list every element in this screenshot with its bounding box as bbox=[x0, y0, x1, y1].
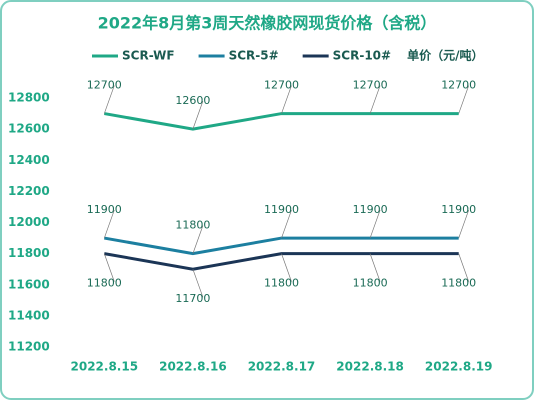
y-tick-label: 11400 bbox=[8, 308, 50, 322]
y-tick-label: 11200 bbox=[8, 340, 50, 354]
y-tick-label: 12600 bbox=[8, 122, 50, 136]
y-tick-label: 11800 bbox=[8, 246, 50, 260]
chart-title: 2022年8月第3周天然橡胶网现货价格（含税） bbox=[98, 14, 437, 33]
label-leader bbox=[281, 209, 292, 239]
x-tick-label: 2022.8.15 bbox=[71, 360, 139, 374]
data-label: 12700 bbox=[353, 79, 388, 92]
data-label: 12700 bbox=[441, 79, 476, 92]
label-leader bbox=[458, 253, 470, 282]
x-tick-label: 2022.8.19 bbox=[425, 360, 493, 374]
y-tick-label: 12000 bbox=[8, 215, 50, 229]
legend-label: SCR-5# bbox=[229, 49, 279, 63]
label-leader bbox=[369, 209, 381, 239]
data-label: 11800 bbox=[353, 277, 388, 290]
label-leader bbox=[103, 253, 115, 282]
legend-label: SCR-10# bbox=[333, 49, 391, 63]
x-tick-label: 2022.8.16 bbox=[159, 360, 227, 374]
label-leader bbox=[281, 85, 292, 114]
x-tick-label: 2022.8.17 bbox=[248, 360, 316, 374]
label-leader bbox=[192, 269, 204, 298]
data-label: 11800 bbox=[87, 277, 122, 290]
y-tick-label: 12400 bbox=[8, 153, 50, 167]
legend-label: SCR-WF bbox=[122, 49, 175, 63]
data-label: 11900 bbox=[353, 203, 388, 216]
y-tick-label: 12800 bbox=[8, 91, 50, 105]
data-label: 11800 bbox=[441, 277, 476, 290]
label-leader bbox=[458, 209, 470, 239]
label-leader bbox=[281, 253, 292, 282]
label-leader bbox=[103, 209, 115, 239]
data-label: 11800 bbox=[264, 277, 299, 290]
label-leader bbox=[369, 85, 381, 114]
data-label: 12700 bbox=[264, 79, 299, 92]
data-label: 12700 bbox=[87, 79, 122, 92]
series-line bbox=[104, 112, 459, 131]
data-label: 11900 bbox=[264, 203, 299, 216]
data-label: 11700 bbox=[175, 292, 210, 305]
y-tick-label: 11600 bbox=[8, 277, 50, 291]
x-tick-label: 2022.8.18 bbox=[336, 360, 404, 374]
y-tick-label: 12200 bbox=[8, 184, 50, 198]
label-leader bbox=[369, 253, 381, 282]
label-leader bbox=[192, 101, 204, 130]
data-label: 12600 bbox=[175, 94, 210, 107]
label-leader bbox=[458, 85, 470, 114]
series-line bbox=[104, 236, 459, 256]
y-axis-label: 单价（元/吨） bbox=[407, 48, 483, 63]
data-label: 11800 bbox=[175, 219, 210, 232]
label-leader bbox=[103, 85, 115, 114]
label-leader bbox=[192, 225, 204, 254]
data-label: 11900 bbox=[441, 203, 476, 216]
data-label: 11900 bbox=[87, 203, 122, 216]
